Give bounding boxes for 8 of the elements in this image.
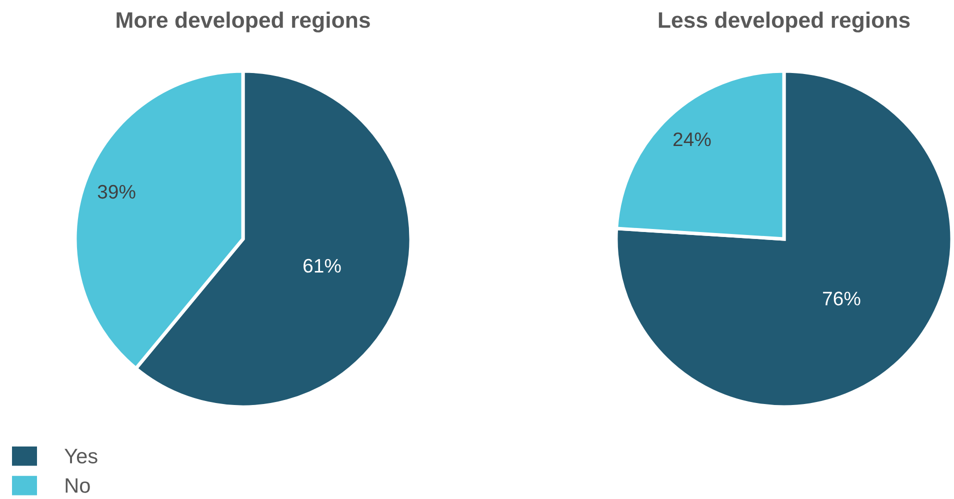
legend-label: No <box>66 478 90 493</box>
legend-label: Yes <box>64 448 98 464</box>
data-label: 24% <box>674 132 711 146</box>
chart-title: Less developed regions <box>658 12 910 32</box>
chart-title: More developed regions <box>116 12 370 32</box>
data-label: 61% <box>304 258 341 273</box>
data-label: 76% <box>823 292 860 306</box>
data-label: 39% <box>98 184 136 199</box>
